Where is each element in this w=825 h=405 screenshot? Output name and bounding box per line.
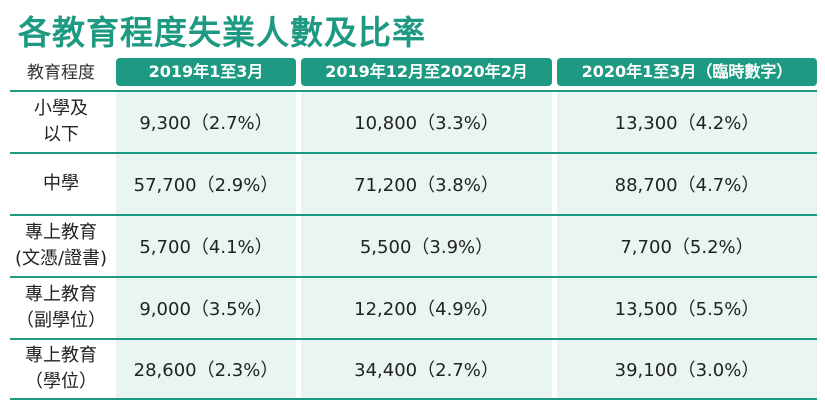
- table-cell: 34,400（2.7%）: [301, 340, 552, 398]
- table-cell: 7,700（5.2%）: [557, 216, 817, 276]
- table-body: 小學及 以下 9,300（2.7%） 10,800（3.3%） 13,300（4…: [10, 90, 817, 400]
- row-category: 專上教育 （副學位）: [16, 284, 106, 331]
- table-row: 小學及 以下 9,300（2.7%） 10,800（3.3%） 13,300（4…: [10, 92, 817, 154]
- table-header: 教育程度 2019年1至3月 2019年12月至2020年2月 2020年1至3…: [0, 58, 825, 88]
- column-header-dec2019-feb2020: 2019年12月至2020年2月: [301, 58, 552, 86]
- page-title: 各教育程度失業人數及比率: [18, 13, 426, 52]
- row-category: 中學: [43, 173, 79, 194]
- table-cell: 88,700（4.7%）: [557, 154, 817, 214]
- table-cell: 57,700（2.9%）: [116, 154, 296, 214]
- table-cell: 9,300（2.7%）: [116, 92, 296, 152]
- column-header-2019-q1: 2019年1至3月: [116, 58, 296, 86]
- table-row: 專上教育 （副學位） 9,000（3.5%） 12,200（4.9%） 13,5…: [10, 278, 817, 340]
- table-cell: 39,100（3.0%）: [557, 340, 817, 398]
- row-category: 小學及 以下: [34, 98, 88, 145]
- row-header-label: 教育程度: [27, 63, 95, 83]
- table-cell: 12,200（4.9%）: [301, 278, 552, 338]
- row-category: 專上教育 （學位）: [25, 345, 97, 392]
- table-cell: 28,600（2.3%）: [116, 340, 296, 398]
- table-cell: 10,800（3.3%）: [301, 92, 552, 152]
- table-cell: 13,300（4.2%）: [557, 92, 817, 152]
- table-row: 中學 57,700（2.9%） 71,200（3.8%） 88,700（4.7%…: [10, 154, 817, 216]
- table-cell: 5,700（4.1%）: [116, 216, 296, 276]
- table-cell: 71,200（3.8%）: [301, 154, 552, 214]
- row-category: 專上教育 (文憑/證書): [14, 222, 108, 269]
- table-row: 專上教育 （學位） 28,600（2.3%） 34,400（2.7%） 39,1…: [10, 340, 817, 400]
- column-header-2020-q1-provisional: 2020年1至3月（臨時數字）: [557, 58, 817, 86]
- table-cell: 13,500（5.5%）: [557, 278, 817, 338]
- table-row: 專上教育 (文憑/證書) 5,700（4.1%） 5,500（3.9%） 7,7…: [10, 216, 817, 278]
- table-cell: 5,500（3.9%）: [301, 216, 552, 276]
- table-cell: 9,000（3.5%）: [116, 278, 296, 338]
